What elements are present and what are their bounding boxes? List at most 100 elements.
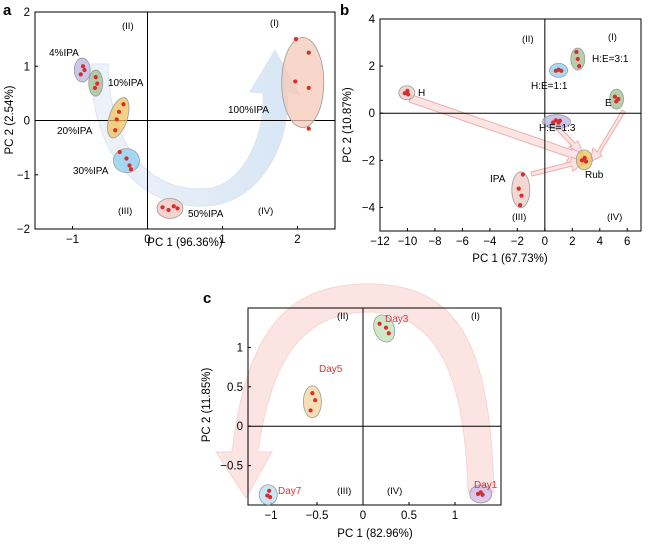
panel-b-quadrant-i: (I) <box>608 32 617 43</box>
panel-c-group-label: Day1 <box>474 480 498 491</box>
panel-c-quadrant-iii: (III) <box>337 486 351 497</box>
panel-a-data-point <box>293 79 298 84</box>
panel-a-group-20-ipa: 20%IPA <box>57 97 130 139</box>
panel-b-group-label: H:E=1:1 <box>531 81 568 92</box>
panel-a-group-10-ipa: 10%IPA <box>88 69 144 97</box>
panel-a-data-point <box>78 72 83 77</box>
panel-b-data-point <box>519 193 524 198</box>
panel-b-xtick-label: 4 <box>597 236 604 248</box>
panel-b-data-point <box>577 64 582 69</box>
panel-a-confidence-ellipse <box>281 37 325 128</box>
panel-b-data-point <box>579 158 585 163</box>
panel-a-data-point <box>306 85 311 91</box>
panel-b-data-point <box>612 94 618 99</box>
panel-c-group-day1: Day1 <box>469 480 498 504</box>
panel-a-data-point <box>124 156 129 161</box>
panel-b-group-h-e-1-1: H:E=1:1 <box>531 62 568 92</box>
panel-c-confidence-ellipse <box>302 385 322 419</box>
panel-c-group-day5: Day5 <box>302 364 343 419</box>
panel-a-quadrant-i: (I) <box>270 18 279 29</box>
panel-a-data-point <box>82 67 87 73</box>
panel-b-group-rub: Rub <box>575 149 604 181</box>
panel-a-confidence-ellipse <box>156 197 184 219</box>
panel-a-data-point <box>171 204 176 209</box>
panel-a-xtick-label: 2 <box>294 234 300 246</box>
panel-c-frame <box>247 307 502 506</box>
panel-a-ytick-label: 0 <box>24 116 30 128</box>
panel-a-data-point <box>92 85 98 91</box>
panel-b-quadrant-iii: (III) <box>512 212 526 223</box>
panel-b-group-ipa: IPA <box>490 171 531 209</box>
panel-b-group-label: H:E=1:3 <box>539 123 576 134</box>
panel-b-xtick-label: 0 <box>542 236 548 248</box>
panel-b-xtick-label: −2 <box>511 236 524 248</box>
panel-a-group-label: 30%IPA <box>73 166 109 177</box>
panel-a-data-point <box>293 37 299 42</box>
panel-a-group-label: 20%IPA <box>57 126 93 137</box>
panel-a-group-30-ipa: 30%IPA <box>73 148 140 177</box>
panel-b-group-h: H <box>398 85 425 101</box>
panel-a-data-point <box>114 117 119 122</box>
panel-b-data-point <box>553 118 558 123</box>
panel-c-letter: c <box>203 290 211 307</box>
panel-a-group-label: 50%IPA <box>188 209 224 220</box>
panel-a-confidence-ellipse <box>73 57 91 83</box>
panel-b-quadrant-ii: (II) <box>522 34 534 45</box>
panel-a-group-label: 4%IPA <box>49 48 79 59</box>
panel-b-data-point <box>559 68 564 73</box>
panel-c-data-point <box>308 408 313 413</box>
panel-c-ytick-label: 1 <box>237 342 243 354</box>
panel-b-group-label: Rub <box>585 170 604 181</box>
panel-a-data-point <box>127 163 132 168</box>
panel-c-data-point <box>310 391 315 396</box>
panel-a-xlabel: PC 1 (96.36%) <box>147 237 223 249</box>
panel-c-group-label: Day7 <box>278 486 302 497</box>
panel-b: b −12 −10 −8 −6 −4 −2 0 2 4 6 −4 −2 0 2 4 H H:E=3:1 H:E=… <box>340 2 642 265</box>
panel-a-xtick-label: 0 <box>144 234 150 246</box>
panel-a-data-point <box>306 50 311 55</box>
panel-b-ytick-label: 2 <box>369 61 375 73</box>
panel-b-data-point <box>575 56 580 62</box>
panel-a-data-point <box>128 167 134 172</box>
panel-b-arrows <box>408 94 626 177</box>
panel-a-ytick-label: 1 <box>24 61 30 73</box>
panel-a-ytick-label: −1 <box>17 170 30 182</box>
panel-c-group-day3: Day3 <box>373 314 409 343</box>
panel-a-data-point <box>113 128 118 133</box>
panel-a-data-point <box>93 75 98 80</box>
panel-a-data-point <box>121 102 126 107</box>
panel-c-ytick-label: 0.5 <box>227 382 243 394</box>
panel-a-data-point <box>117 149 122 155</box>
panel-c-quadrant-i: (I) <box>471 311 480 322</box>
panel-c-xtick-label: −0.5 <box>306 510 329 522</box>
panel-a-ytick-label: 2 <box>24 7 30 19</box>
panel-c-xtick-label: −1 <box>264 510 277 522</box>
panel-b-data-point <box>516 186 521 191</box>
panel-b-group-h-e-3-1: H:E=3:1 <box>570 47 629 71</box>
panel-b-letter: b <box>340 2 349 19</box>
panel-b-data-point <box>550 120 556 125</box>
panel-b-data-point <box>405 88 410 93</box>
panel-c-xtick-label: 0 <box>360 510 366 522</box>
panel-b-ylabel: PC 2 (10.87%) <box>342 87 354 163</box>
panel-c-data-point <box>386 331 391 336</box>
panel-b-data-point <box>406 92 411 97</box>
panel-c-data-point <box>480 492 485 497</box>
panel-b-data-point <box>582 155 587 161</box>
panel-b-data-point <box>402 91 407 96</box>
panel-b-quadrant-iv: (IV) <box>607 212 622 223</box>
panel-b-data-point <box>616 96 621 102</box>
panel-a-data-point <box>160 205 165 210</box>
panel-a-xtick-label: −1 <box>66 234 79 246</box>
panel-a-group-4-ipa: 4%IPA <box>49 48 91 83</box>
panel-a-letter: a <box>3 2 12 19</box>
panel-c-xlabel: PC 1 (82.96%) <box>337 528 413 540</box>
panel-c-xtick-label: 1 <box>452 510 458 522</box>
panel-b-xtick-label: −10 <box>398 236 418 248</box>
panel-b-ytick-label: −2 <box>362 155 375 167</box>
panel-c-data-point <box>267 495 273 500</box>
panel-c: c −1 −0.5 0 0.5 1−0.500.51 Day3Day5Day7Day1 … <box>201 283 502 540</box>
panel-b-xlabel: PC 1 (67.73%) <box>472 253 548 265</box>
panel-b-data-point <box>518 202 523 208</box>
panel-a-quadrant-iv: (IV) <box>258 206 273 217</box>
